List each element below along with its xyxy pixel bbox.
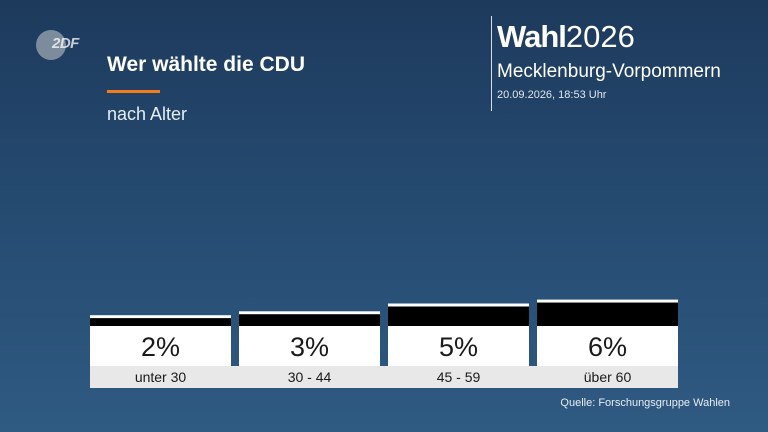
bar-top-line	[388, 303, 529, 307]
value-label: 6%	[588, 332, 627, 362]
region-name: Mecklenburg-Vorpommern	[497, 61, 721, 82]
election-brand: Wahl2026	[497, 19, 635, 55]
title-accent-line	[107, 90, 160, 93]
timestamp: 20.09.2026, 18:53 Uhr	[497, 89, 607, 101]
value-label: 2%	[141, 332, 180, 362]
header-divider	[491, 16, 492, 111]
bar-top-line	[90, 315, 231, 319]
value-label: 3%	[290, 332, 329, 362]
value-label-box	[90, 326, 231, 366]
category-label: 30 - 44	[288, 369, 332, 385]
bar	[537, 302, 678, 326]
bar	[239, 314, 380, 326]
bar-top-line	[537, 299, 678, 303]
category-strip-gap	[529, 366, 537, 388]
value-label-box	[537, 326, 678, 366]
source-note: Quelle: Forschungsgruppe Wahlen	[560, 397, 730, 409]
bar	[388, 306, 529, 326]
value-label-box	[239, 326, 380, 366]
category-label-box	[388, 366, 529, 388]
chart-subtitle: nach Alter	[107, 104, 188, 124]
category-label: unter 30	[135, 369, 187, 385]
bar-top-line	[239, 311, 380, 315]
value-label-box	[388, 326, 529, 366]
category-label-box	[90, 366, 231, 388]
brand-year: 2026	[565, 19, 635, 54]
zdf-logo	[36, 30, 66, 60]
bar	[90, 318, 231, 326]
zdf-logo-text: 2DF	[52, 35, 79, 52]
category-label: über 60	[584, 369, 632, 385]
category-label-box	[239, 366, 380, 388]
category-strip-gap	[380, 366, 388, 388]
brand-wahl: Wahl	[497, 19, 567, 54]
category-strip-gap	[231, 366, 239, 388]
chart-title: Wer wählte die CDU	[107, 53, 305, 76]
category-label: 45 - 59	[437, 369, 481, 385]
value-label: 5%	[439, 332, 478, 362]
category-label-box	[537, 366, 678, 388]
